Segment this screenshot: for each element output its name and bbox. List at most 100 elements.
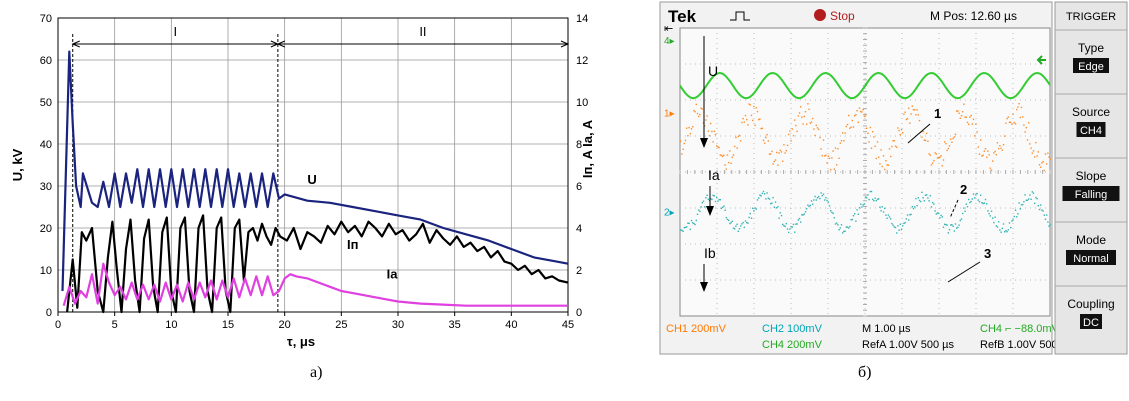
trace-dot [804, 211, 807, 213]
trace-dot [708, 135, 711, 137]
channel-marker: 2▸ [664, 208, 675, 219]
menu-item-value-box[interactable] [1066, 250, 1116, 265]
trace-dot [814, 195, 816, 198]
trace-dot [806, 123, 808, 125]
trace-dot [774, 201, 777, 203]
trace-dot [813, 128, 815, 130]
trace-dot [827, 201, 829, 203]
menu-item-value-box[interactable] [1080, 314, 1102, 329]
trace-dot [1020, 106, 1023, 109]
trace-dot [999, 145, 1001, 147]
menu-item-value-box[interactable] [1076, 122, 1106, 137]
trace-dot [758, 118, 760, 121]
trace-dot [946, 149, 948, 152]
trace-dot [711, 198, 713, 201]
readout: CH4 200mV [762, 339, 823, 351]
trace-dot [838, 157, 840, 159]
trace-dot [898, 129, 900, 132]
trace-dot [958, 224, 960, 226]
trace-dot [760, 127, 762, 130]
trace-dot [956, 110, 958, 112]
trace-dot [996, 226, 999, 228]
y-right-tick-label: 8 [576, 139, 582, 151]
x-tick-label: 30 [392, 319, 404, 331]
trace-dot [825, 197, 827, 199]
trace-dot [934, 152, 936, 154]
trace-dot [730, 221, 732, 224]
trace-dot [1028, 122, 1030, 124]
trace-dot [954, 223, 957, 225]
trace-dot [734, 228, 736, 230]
trace-dot [758, 197, 760, 199]
trace-dot [911, 105, 913, 107]
trace-dot [731, 220, 733, 222]
readout: M 1.00 µs [862, 323, 911, 335]
mpos-label: M Pos: 12.60 µs [930, 9, 1017, 23]
trace-dot [813, 199, 815, 201]
trace-dot [1023, 201, 1025, 203]
trace-dot [818, 195, 820, 198]
menu-item-value-box[interactable] [1073, 58, 1109, 73]
trace-dot [880, 210, 882, 212]
trace-dot [933, 159, 935, 162]
trace-dot [970, 114, 972, 117]
trace-dot [869, 190, 871, 193]
trace-dot [688, 222, 690, 225]
trace-dot [952, 225, 954, 227]
trace-dot [826, 162, 828, 164]
trace-dot [878, 156, 880, 158]
trace-dot [717, 200, 719, 202]
series-U [61, 50, 569, 292]
trace-Ib [680, 190, 1051, 234]
trace-dot [917, 197, 919, 199]
trace-dot [834, 223, 837, 225]
plot-frame [57, 17, 569, 313]
trace-dot [725, 216, 727, 219]
trace-dot [984, 198, 987, 201]
trace-dot [887, 214, 889, 216]
trace-dot [730, 162, 732, 165]
trace-dot [860, 203, 862, 205]
trace-dot [1016, 108, 1018, 111]
trace-dot [761, 192, 763, 195]
y-left-tick-label: 30 [40, 181, 52, 193]
trace-dot [1042, 160, 1044, 163]
trace-dot [735, 225, 737, 227]
menu-item-value: CH4 [1080, 125, 1102, 137]
trace-dot [680, 140, 682, 142]
trace-dot [966, 121, 969, 124]
trace-dot [858, 207, 861, 209]
trace-dot [801, 116, 803, 118]
trace-number-1: 1 [934, 106, 941, 121]
trace-dot [989, 167, 991, 169]
menu-item-label: Type [1078, 41, 1104, 55]
trace-dot [893, 226, 895, 228]
trace-dot [777, 164, 779, 166]
trace-dot [778, 152, 780, 154]
trace-dot [918, 199, 921, 202]
trace-dot [885, 160, 887, 162]
trace-dot [803, 115, 805, 118]
trace-dot [819, 136, 821, 139]
trace-dot [686, 226, 688, 228]
trace-dot [693, 222, 695, 225]
menu-item-value-box[interactable] [1062, 186, 1120, 201]
oscilloscope-screen: Tek Stop M Pos: 12.60 µs 4▸ 1▸ 2▸ ⇤ U Ia Ib 1 2 3 CH1… [659, 1, 1128, 355]
trace-dot [978, 201, 981, 203]
trace-dot [1030, 147, 1032, 149]
trace-dot [1011, 123, 1013, 125]
trace-dot [748, 103, 750, 105]
trace-dot [892, 140, 894, 142]
trace-dot [1020, 204, 1023, 206]
trace-dot [995, 154, 997, 156]
trace-dot [915, 114, 917, 116]
trace-dot [735, 136, 737, 139]
trace-dot [680, 229, 682, 231]
trace-dot [722, 206, 724, 208]
trace-dot [1018, 202, 1020, 204]
trace-dot [959, 219, 961, 222]
trace-dot [891, 145, 893, 148]
trace-dot [990, 169, 993, 171]
trace-dot [922, 130, 924, 133]
trace-dot [834, 147, 837, 149]
